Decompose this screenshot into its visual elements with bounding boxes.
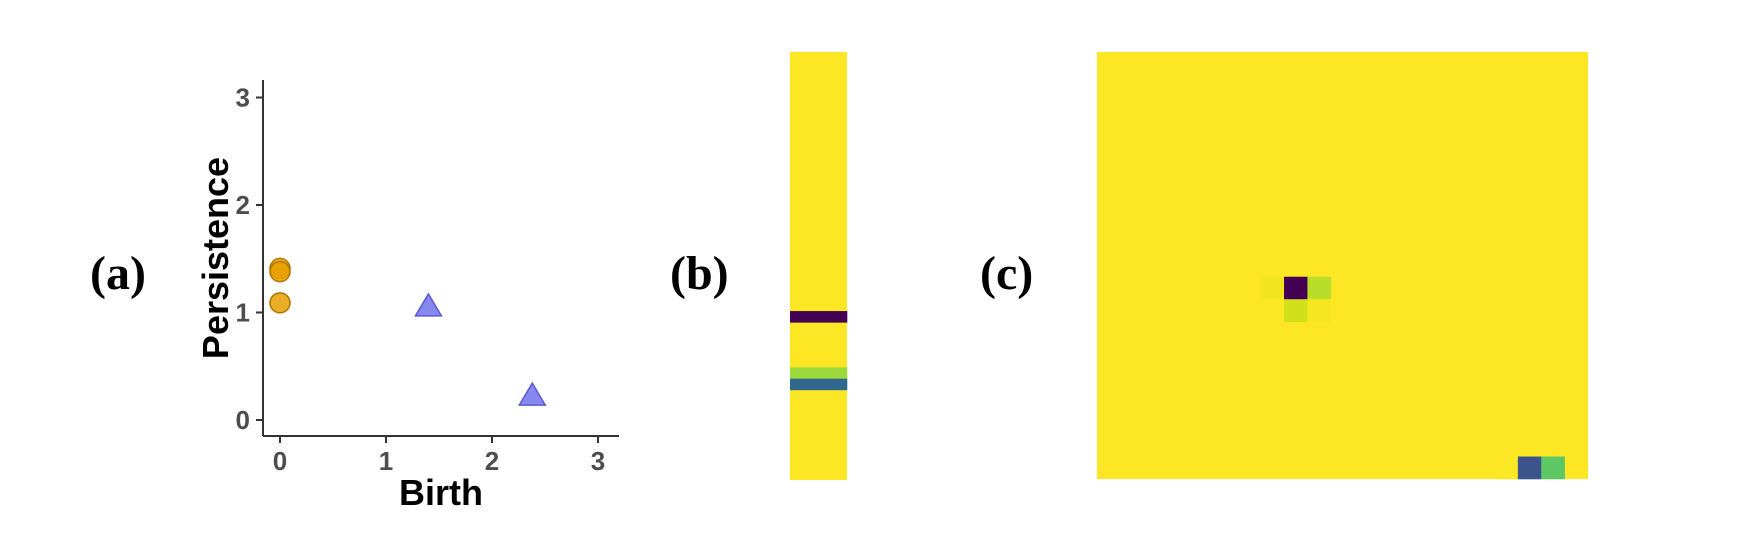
heatmap-cell <box>1517 456 1542 480</box>
heatmap-cell <box>1494 456 1519 480</box>
y-tick-label: 3 <box>236 83 250 113</box>
data-point-circle <box>269 260 291 283</box>
heatmap-cell <box>1307 276 1332 300</box>
y-tick-label: 0 <box>236 405 250 435</box>
data-point-triangle <box>414 292 443 317</box>
heatmap-cell <box>790 378 848 391</box>
heatmap-cell <box>790 311 848 323</box>
x-tick-label: 1 <box>379 446 393 476</box>
data-point-circle <box>269 292 291 314</box>
x-tick-label: 2 <box>485 446 499 476</box>
y-tick-label: 1 <box>236 298 250 328</box>
heatmap-cell <box>1284 276 1308 300</box>
x-tick-label: 3 <box>591 446 605 476</box>
panel-label-a: (a) <box>90 247 146 300</box>
heatmap-cell <box>1260 276 1285 300</box>
panel-label-b: (b) <box>670 247 729 300</box>
y-axis-title: Persistence <box>195 157 236 359</box>
heatmap-cell <box>1284 299 1308 322</box>
x-tick-label: 0 <box>273 446 287 476</box>
x-axis-title: Birth <box>399 472 483 513</box>
heatmap-cell <box>790 367 848 379</box>
heatmap-background <box>790 52 847 480</box>
data-point-triangle <box>517 381 547 406</box>
heatmap-background <box>1097 52 1588 479</box>
panel-label-c: (c) <box>980 247 1034 300</box>
heatmap-cell <box>1307 299 1332 322</box>
heatmap-cell <box>1541 456 1565 480</box>
y-tick-label: 2 <box>236 190 250 220</box>
